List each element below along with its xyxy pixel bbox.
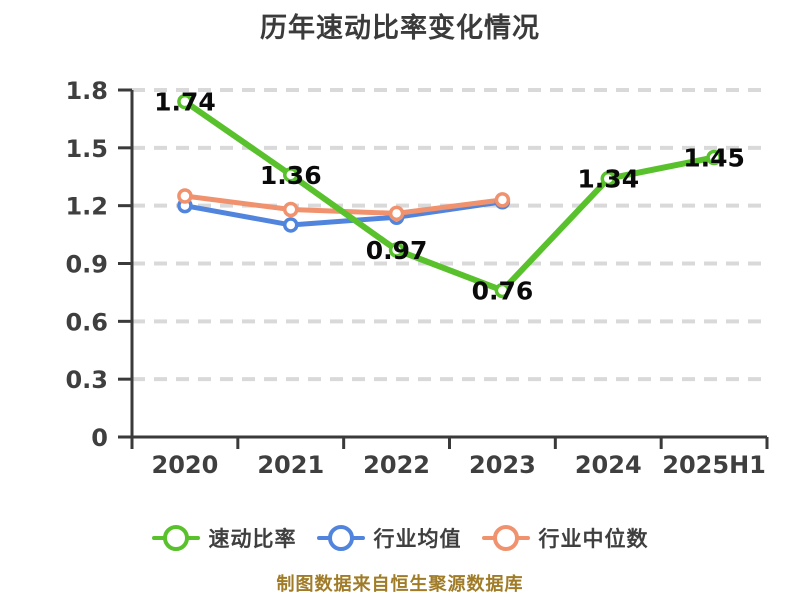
legend-label-industry-mean: 行业均值	[373, 527, 462, 551]
y-tick-label: 0.3	[65, 366, 108, 394]
series-line-industry-mean	[182, 199, 505, 228]
data-label-quick-ratio: 1.74	[154, 88, 216, 117]
y-tick-label: 1.8	[65, 77, 108, 105]
legend-item-industry-mean[interactable]: 行业均值	[316, 523, 462, 553]
line-marker-icon	[481, 524, 530, 552]
legend: 速动比率 行业均值 行业中位数	[0, 520, 800, 556]
x-tick-label: 2025H1	[662, 451, 766, 479]
y-tick-label: 0.6	[65, 308, 108, 336]
x-tick-label: 2024	[575, 451, 642, 479]
data-point-quick-ratio	[388, 242, 405, 258]
data-point-quick-ratio	[283, 167, 299, 183]
data-point-industry-median	[388, 205, 405, 222]
data-point-quick-ratio	[600, 170, 616, 187]
series-line-quick-ratio	[181, 98, 718, 294]
data-label-quick-ratio: 0.97	[366, 236, 428, 265]
data-point-industry-mean	[283, 217, 299, 233]
x-tick-label: 2021	[257, 451, 324, 479]
data-source-note: 制图数据来自恒生聚源数据库	[276, 574, 524, 595]
data-point-industry-median	[494, 192, 511, 208]
x-tick-label: 2020	[152, 451, 219, 479]
legend-label-quick-ratio: 速动比率	[208, 527, 297, 551]
data-point-quick-ratio	[177, 93, 193, 110]
y-tick-label: 1.5	[65, 135, 108, 163]
y-tick-label: 0.9	[65, 251, 108, 279]
line-marker-icon	[316, 524, 365, 552]
x-tick-label: 2022	[363, 451, 430, 479]
x-tick-label: 2023	[469, 451, 536, 479]
legend-item-quick-ratio[interactable]: 速动比率	[151, 523, 297, 553]
legend-label-industry-median: 行业中位数	[538, 527, 649, 551]
line-chart-plot: 0 0.3 0.6 0.9 1.2 1.5 1.8 2020 2021 2022 2023 2024 2…	[65, 77, 769, 479]
data-label-quick-ratio: 0.76	[472, 276, 534, 305]
data-point-quick-ratio	[494, 282, 511, 299]
data-point-industry-median	[177, 188, 193, 204]
y-tick-label: 0	[91, 424, 108, 452]
data-label-quick-ratio: 1.34	[577, 165, 639, 194]
line-marker-icon	[151, 524, 200, 552]
data-point-quick-ratio	[706, 149, 722, 166]
legend-item-industry-median[interactable]: 行业中位数	[481, 523, 649, 553]
y-tick-label: 1.2	[65, 193, 108, 221]
data-label-quick-ratio: 1.36	[260, 161, 322, 190]
data-label-quick-ratio: 1.45	[683, 143, 745, 172]
chart-title: 历年速动比率变化情况	[260, 13, 540, 44]
data-point-industry-median	[283, 201, 299, 218]
